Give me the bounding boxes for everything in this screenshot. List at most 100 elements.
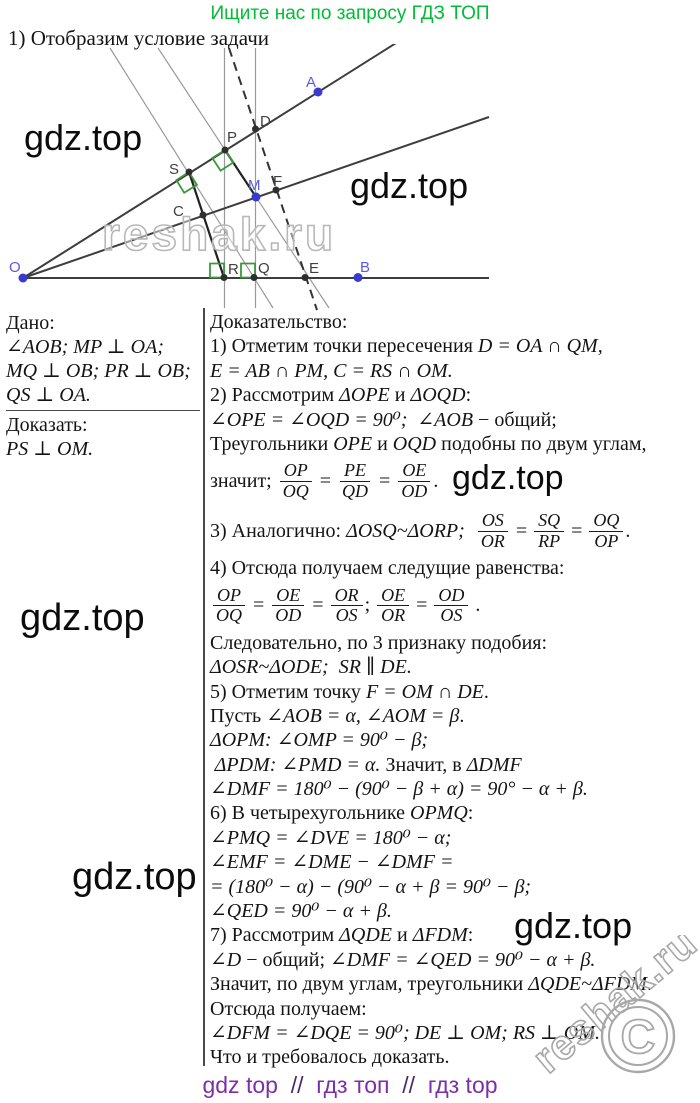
step-title: 1) Отобразим условие задачи [8, 26, 269, 50]
prove-lines: Доказать: PS ⊥ OM. [6, 413, 198, 461]
math-text: QS ⊥ OA. [6, 384, 91, 406]
math-text: ∠OPE = ∠OQD = 90⁰; [210, 408, 408, 431]
math-text: OPE [333, 432, 373, 455]
proof-lines-line: ΔPDM: ∠PMD = α. Значит, в ΔDMF [210, 753, 698, 777]
math-text: PS ⊥ OM. [6, 438, 94, 460]
ray-oa [22, 44, 397, 279]
proof-lines-line: 4) Отсюда получаем следущие равенства: [210, 556, 698, 580]
fraction-numerator: OP [279, 460, 312, 482]
math-text: ∠D [210, 948, 242, 971]
math-text: OPMQ [410, 802, 468, 825]
plain-text: = [374, 469, 396, 492]
math-text: ΔOPM: ∠OMP = 90⁰ − β; [210, 729, 429, 752]
proof-lines-line: ∠D − общий; ∠DMF = ∠QED = 90⁰ − α + β. [210, 948, 698, 972]
fraction-numerator: OD [434, 585, 469, 607]
fraction: SQ RP [534, 510, 565, 551]
svg-text:C: C [621, 1011, 656, 1064]
plain-text: : [467, 924, 474, 947]
promo-banner: Ищите нас по запросу ГДЗ ТОП [210, 3, 490, 24]
math-text: ∠AOB [417, 408, 474, 431]
math-text: OQD [392, 432, 437, 455]
point-dot-M [251, 192, 261, 202]
math-text: F = OM ∩ DE [365, 680, 484, 703]
proof-lines-line: значит; OP OQ = PE QD = OE OD. [210, 456, 698, 506]
proof-lines-line: ΔOPM: ∠OMP = 90⁰ − β; [210, 728, 698, 752]
plain-text: 7) Рассмотрим [210, 924, 340, 947]
plain-text: и [392, 924, 413, 947]
fraction: OE OR [377, 585, 410, 626]
footer-links: gdz top // гдз топ // гдз top [0, 1072, 700, 1099]
plain-text: . [625, 519, 631, 542]
proof-lines-line: OP OQ = OE OD = OR OS; OE OR = OD OS . [210, 581, 698, 631]
plain-text: Дано: [6, 312, 55, 334]
fraction-denominator: OQ [282, 480, 309, 501]
gdz-watermark-1: gdz.top [24, 117, 143, 158]
plain-text [407, 409, 417, 431]
given-prove-divider [6, 410, 200, 411]
fraction-numerator: OS [477, 510, 508, 532]
proof-lines-line: 7) Рассмотрим ΔQDE и ΔFDM: [210, 923, 698, 947]
proof-block: Доказательство: 1) Отметим точки пересече… [210, 310, 698, 1070]
point-dot-E [301, 274, 309, 281]
plain-text: . [459, 704, 465, 727]
proof-lines-line: Треугольники OPE и OQD подобны по двум у… [210, 432, 698, 456]
point-label-D: D [260, 113, 271, 130]
given-lines: Дано: ∠AOB; MP ⊥ OA; MQ ⊥ OB; PR ⊥ OB; QS ⊥… [6, 311, 198, 407]
gdz-watermark-2: gdz.top [350, 165, 469, 206]
point-dot-B [353, 273, 363, 282]
plain-text: Значит, по двум углам, треугольники [210, 973, 529, 996]
plain-text: . [433, 469, 439, 492]
fraction: PE QD [338, 460, 372, 501]
given-block: Дано: ∠AOB; MP ⊥ OA; MQ ⊥ OB; PR ⊥ OB; QS ⊥… [6, 311, 200, 461]
geometry-diagram: reshak.ru O A B M S P D C F R Q E [9, 44, 490, 311]
fraction-numerator: OE [272, 585, 305, 607]
fraction: OP OQ [279, 460, 313, 501]
footer-text: гдз top [427, 1072, 498, 1098]
point-dot-O [18, 273, 28, 283]
fraction: OR OS [330, 585, 363, 626]
given-lines-line: QS ⊥ OA. [6, 383, 198, 407]
right-angle-marker-s [175, 170, 199, 195]
given-lines-line: ∠AOB; MP ⊥ OA; [6, 335, 198, 359]
point-label-F: F [273, 173, 282, 190]
fraction: OD OS [434, 585, 469, 626]
point-label-M: M [248, 177, 261, 194]
right-angle-marker-q [240, 262, 256, 279]
proof-lines-line: ∠EMF = ∠DME − ∠DMF = [210, 850, 698, 874]
reshak-watermark-diagram: reshak.ru [102, 208, 336, 260]
given-lines-line: MQ ⊥ OB; PR ⊥ OB; [6, 359, 198, 383]
plain-text: Следовательно, по 3 признаку подобия: [210, 631, 548, 654]
gdz-watermark-6: gdz.top [514, 905, 633, 946]
footer-text: гдз топ [316, 1072, 390, 1098]
footer-text: gdz top [202, 1072, 278, 1098]
gdz-watermark-3: gdz.top [452, 459, 564, 497]
reshak-copyright-stamp: reshak.ru C [523, 935, 700, 1083]
point-label-O: O [9, 259, 21, 276]
plain-text: Отсюда получаем: [210, 997, 367, 1020]
proof-lines-line: Отсюда получаем: [210, 997, 698, 1021]
math-text: ΔOPE [339, 384, 390, 407]
plain-text: Доказательство: [210, 311, 348, 333]
point-dot-P [221, 146, 229, 154]
math-text: ΔDMF [466, 753, 522, 776]
point-label-B: B [360, 259, 370, 276]
point-label-P: P [227, 129, 237, 146]
plain-text: Пусть [210, 704, 267, 727]
plain-text: 3) Аналогично: [210, 519, 347, 542]
plain-text: значит; [210, 469, 277, 492]
proof-lines-line: Что и требовалось доказать. [210, 1045, 698, 1069]
proof-lines-line: ∠DFM = ∠DQE = 90⁰; DE ⊥ OM; RS ⊥ OM. [210, 1021, 698, 1045]
gdz-watermark-5: gdz.top [72, 856, 197, 898]
proof-lines-line: = (180⁰ − α) − (90⁰ − α + β = 90⁰ − β; [210, 875, 698, 899]
math-text: ∠DMF = 180⁰ − (90⁰ − β + α) = 90° − α + … [210, 778, 588, 801]
fraction-numerator: SQ [534, 510, 565, 532]
fraction: OQ OP [589, 510, 624, 551]
right-angle-markers [175, 148, 256, 279]
construction-lines [109, 47, 330, 309]
math-text: ΔPDM: ∠PMD = α. [210, 753, 381, 776]
plain-text: = [248, 594, 270, 617]
prove-lines-line: Доказать: [6, 413, 198, 437]
proof-lines: Доказательство: 1) Отметим точки пересече… [210, 310, 698, 1070]
fraction-numerator: PE [340, 460, 371, 482]
